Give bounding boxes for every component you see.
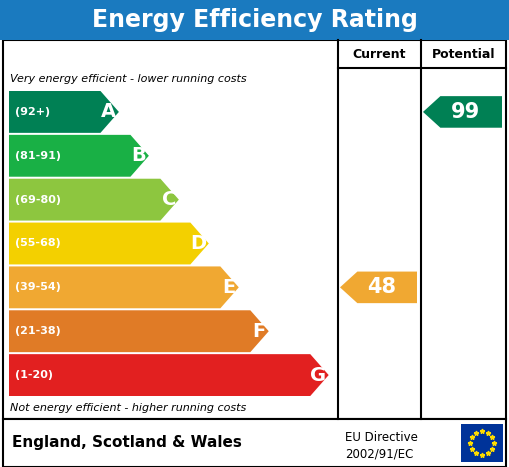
Text: Potential: Potential xyxy=(432,48,495,61)
Text: G: G xyxy=(310,366,327,384)
Text: Energy Efficiency Rating: Energy Efficiency Rating xyxy=(92,8,417,32)
Text: EU Directive: EU Directive xyxy=(345,431,418,444)
Text: 2002/91/EC: 2002/91/EC xyxy=(345,447,413,460)
Text: Very energy efficient - lower running costs: Very energy efficient - lower running co… xyxy=(10,74,247,84)
Text: (69-80): (69-80) xyxy=(15,195,61,205)
Text: (81-91): (81-91) xyxy=(15,151,61,161)
Text: A: A xyxy=(101,102,117,121)
Polygon shape xyxy=(9,310,269,352)
Polygon shape xyxy=(9,135,149,177)
Polygon shape xyxy=(423,96,502,127)
Bar xyxy=(461,424,503,462)
Bar xyxy=(3,419,506,467)
Bar xyxy=(0,0,509,40)
Text: (1-20): (1-20) xyxy=(15,370,53,380)
Text: (21-38): (21-38) xyxy=(15,326,61,336)
Text: F: F xyxy=(252,322,265,341)
Text: 99: 99 xyxy=(451,102,480,122)
Polygon shape xyxy=(9,354,329,396)
Text: Current: Current xyxy=(353,48,406,61)
Polygon shape xyxy=(9,267,239,308)
Polygon shape xyxy=(340,272,417,303)
Text: (39-54): (39-54) xyxy=(15,283,61,292)
Text: Not energy efficient - higher running costs: Not energy efficient - higher running co… xyxy=(10,403,246,413)
Text: D: D xyxy=(190,234,207,253)
Polygon shape xyxy=(9,179,179,220)
Text: C: C xyxy=(161,190,176,209)
Text: (55-68): (55-68) xyxy=(15,239,61,248)
Text: England, Scotland & Wales: England, Scotland & Wales xyxy=(12,436,242,451)
Text: (92+): (92+) xyxy=(15,107,50,117)
Text: B: B xyxy=(131,146,146,165)
Text: 48: 48 xyxy=(367,277,397,297)
Polygon shape xyxy=(9,91,119,133)
Text: E: E xyxy=(222,278,235,297)
Polygon shape xyxy=(9,223,209,264)
Bar xyxy=(3,40,506,419)
